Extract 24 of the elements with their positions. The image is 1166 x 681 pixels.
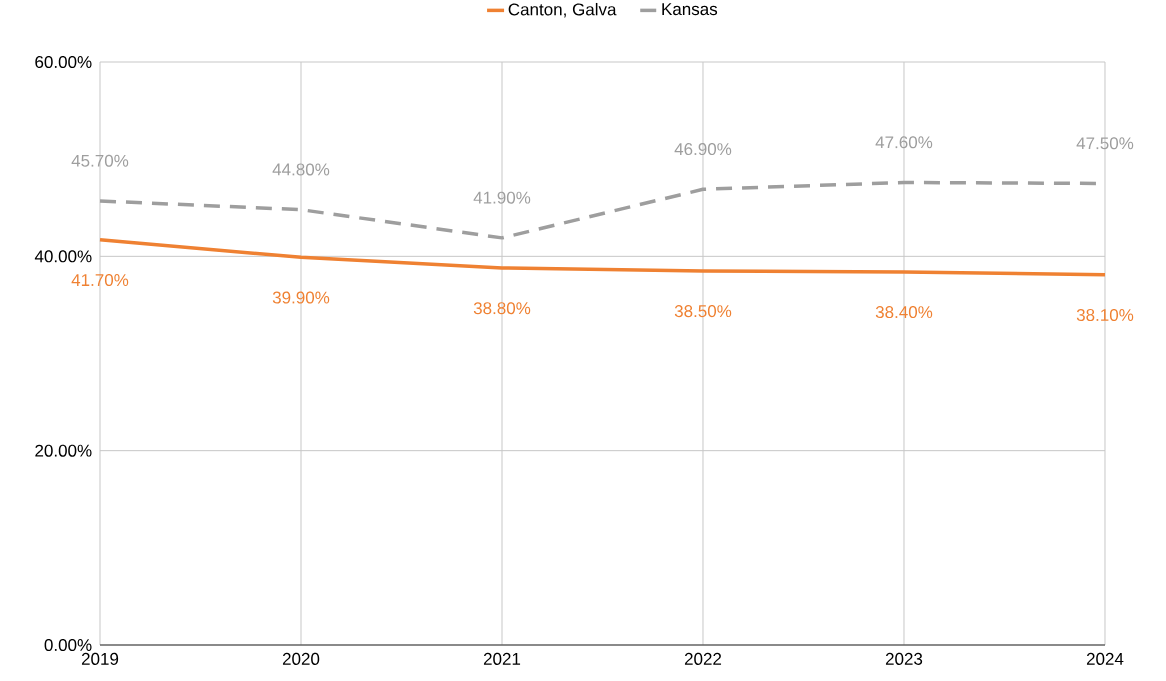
y-tick-label: 60.00% xyxy=(35,55,92,69)
legend-label: Canton, Galva xyxy=(508,2,617,18)
data-label: 47.50% xyxy=(1076,137,1134,150)
x-tick-label: 2020 xyxy=(282,652,320,665)
data-label: 41.70% xyxy=(71,274,129,287)
data-label: 44.80% xyxy=(272,163,330,176)
x-tick-label: 2023 xyxy=(885,652,923,665)
data-label: 38.10% xyxy=(1076,308,1134,322)
data-label: 41.90% xyxy=(473,191,531,204)
x-tick-label: 2021 xyxy=(483,652,521,665)
data-label: 45.70% xyxy=(71,154,129,167)
data-label: 38.80% xyxy=(473,302,531,315)
data-label: 38.40% xyxy=(875,306,933,319)
data-label: 47.60% xyxy=(875,136,933,149)
x-tick-label: 2024 xyxy=(1086,652,1124,665)
data-label: 46.90% xyxy=(674,143,732,156)
data-label: 38.50% xyxy=(674,305,732,318)
legend-label: Kansas xyxy=(662,3,718,16)
x-tick-label: 2019 xyxy=(81,652,119,665)
data-label: 39.90% xyxy=(272,291,330,304)
y-tick-label: 20.00% xyxy=(35,444,92,457)
y-tick-label: 0.00% xyxy=(44,638,92,652)
x-tick-label: 2022 xyxy=(684,652,722,665)
y-tick-label: 40.00% xyxy=(34,250,92,263)
